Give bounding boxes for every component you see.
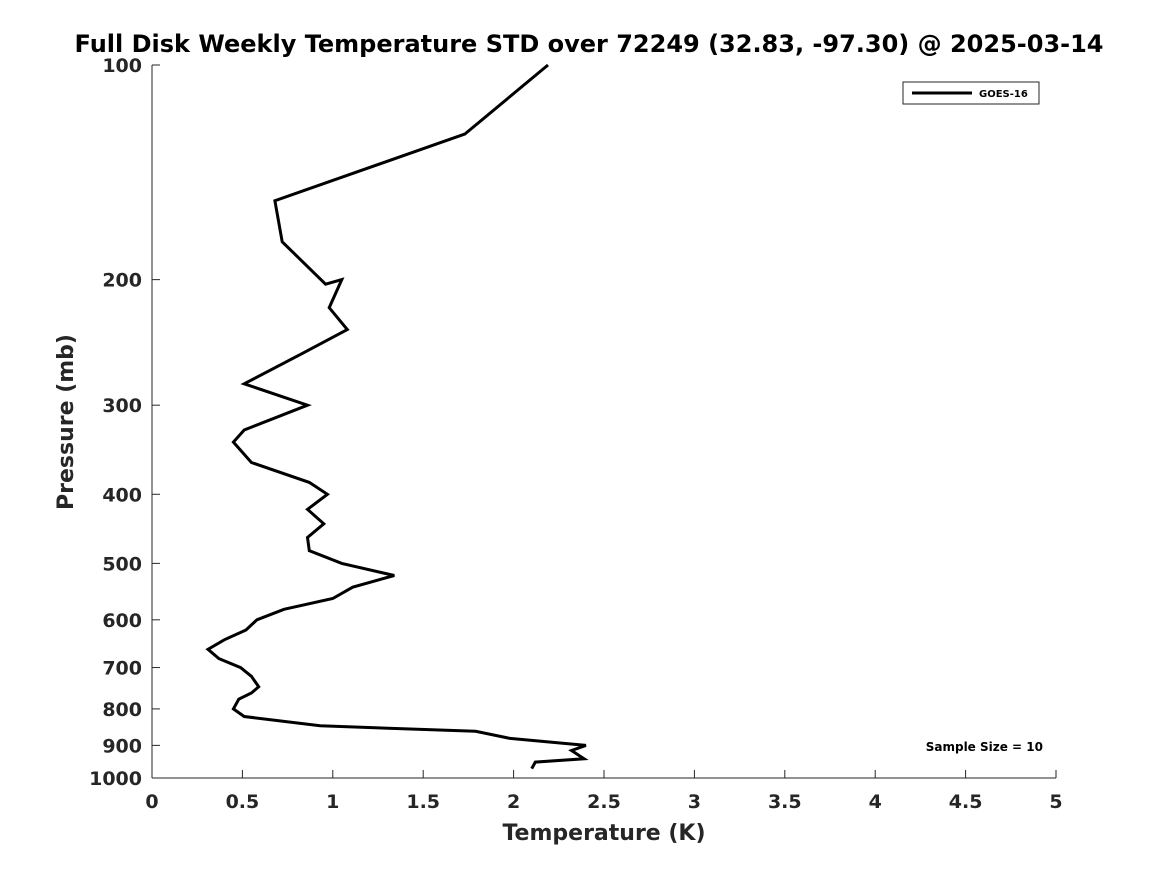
x-tick-label: 1.5 — [406, 791, 440, 813]
sample-size-annotation: Sample Size = 10 — [926, 740, 1043, 754]
y-tick-label: 1000 — [89, 768, 142, 790]
y-ticks: 100 200 300 400 500 600 700 800 900 1000 — [89, 55, 160, 790]
x-tick-label: 4.5 — [949, 791, 983, 813]
series-line-goes-16 — [205, 63, 589, 770]
legend: GOES-16 — [902, 81, 1040, 105]
x-ticks: 0 0.5 1 1.5 2 2.5 3 3.5 4 4.5 5 — [145, 770, 1063, 813]
y-tick-label: 600 — [102, 610, 142, 632]
x-tick-label: 0.5 — [226, 791, 260, 813]
y-tick-label: 300 — [102, 395, 142, 417]
y-tick-label: 900 — [102, 735, 142, 757]
chart-title: Full Disk Weekly Temperature STD over 72… — [75, 30, 1104, 58]
y-tick-label: 100 — [102, 55, 142, 77]
y-axis-label: Pressure (mb) — [54, 334, 79, 510]
y-tick-label: 200 — [102, 270, 142, 292]
x-axis-label: Temperature (K) — [502, 821, 705, 846]
x-tick-label: 1 — [326, 791, 339, 813]
legend-label-goes-16: GOES-16 — [979, 89, 1028, 100]
x-tick-label: 5 — [1049, 791, 1062, 813]
x-tick-label: 4 — [869, 791, 882, 813]
y-tick-label: 500 — [102, 553, 142, 575]
y-tick-label: 800 — [102, 699, 142, 721]
x-tick-label: 3.5 — [768, 791, 802, 813]
x-tick-label: 3 — [688, 791, 701, 813]
y-tick-label: 700 — [102, 658, 142, 680]
plot-area — [151, 65, 1056, 779]
x-tick-label: 0 — [145, 791, 158, 813]
y-tick-label: 400 — [102, 484, 142, 506]
x-tick-label: 2.5 — [587, 791, 621, 813]
x-tick-label: 2 — [507, 791, 520, 813]
